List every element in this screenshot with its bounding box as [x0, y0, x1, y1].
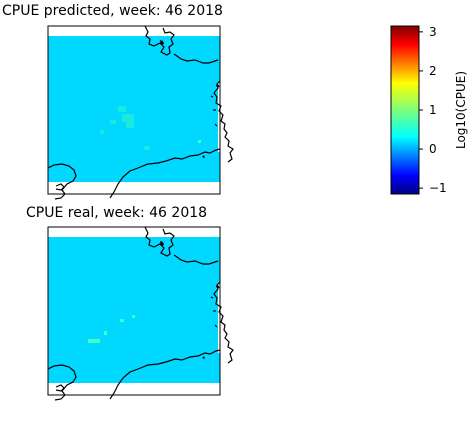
- real-land-mask: [218, 283, 220, 353]
- predicted-map-panel: [47, 25, 234, 200]
- colorbar-tick-label: 2: [429, 64, 437, 78]
- colorbar-tick-label: 1: [429, 103, 437, 117]
- colorbar-tick-label: 0: [429, 142, 437, 156]
- colorbar: 3 2 1 0 −1 Log10(CPUE): [390, 25, 468, 195]
- colorbar-label: Log10(CPUE): [454, 71, 468, 149]
- colorbar-tick-label: 3: [429, 25, 437, 39]
- real-ocean-grid: [48, 237, 220, 383]
- real-highlight-cells: [88, 315, 135, 343]
- predicted-land-mask: [218, 82, 220, 152]
- predicted-map-title: CPUE predicted, week: 46 2018: [2, 3, 223, 19]
- colorbar-ticks: 3 2 1 0 −1: [419, 25, 447, 195]
- real-map-title: CPUE real, week: 46 2018: [26, 205, 208, 221]
- real-map-panel: [47, 226, 234, 401]
- predicted-ocean-grid: [48, 36, 220, 182]
- predicted-highlight-cells: [100, 106, 150, 150]
- colorbar-gradient: [390, 25, 420, 195]
- colorbar-tick-label: −1: [429, 181, 447, 195]
